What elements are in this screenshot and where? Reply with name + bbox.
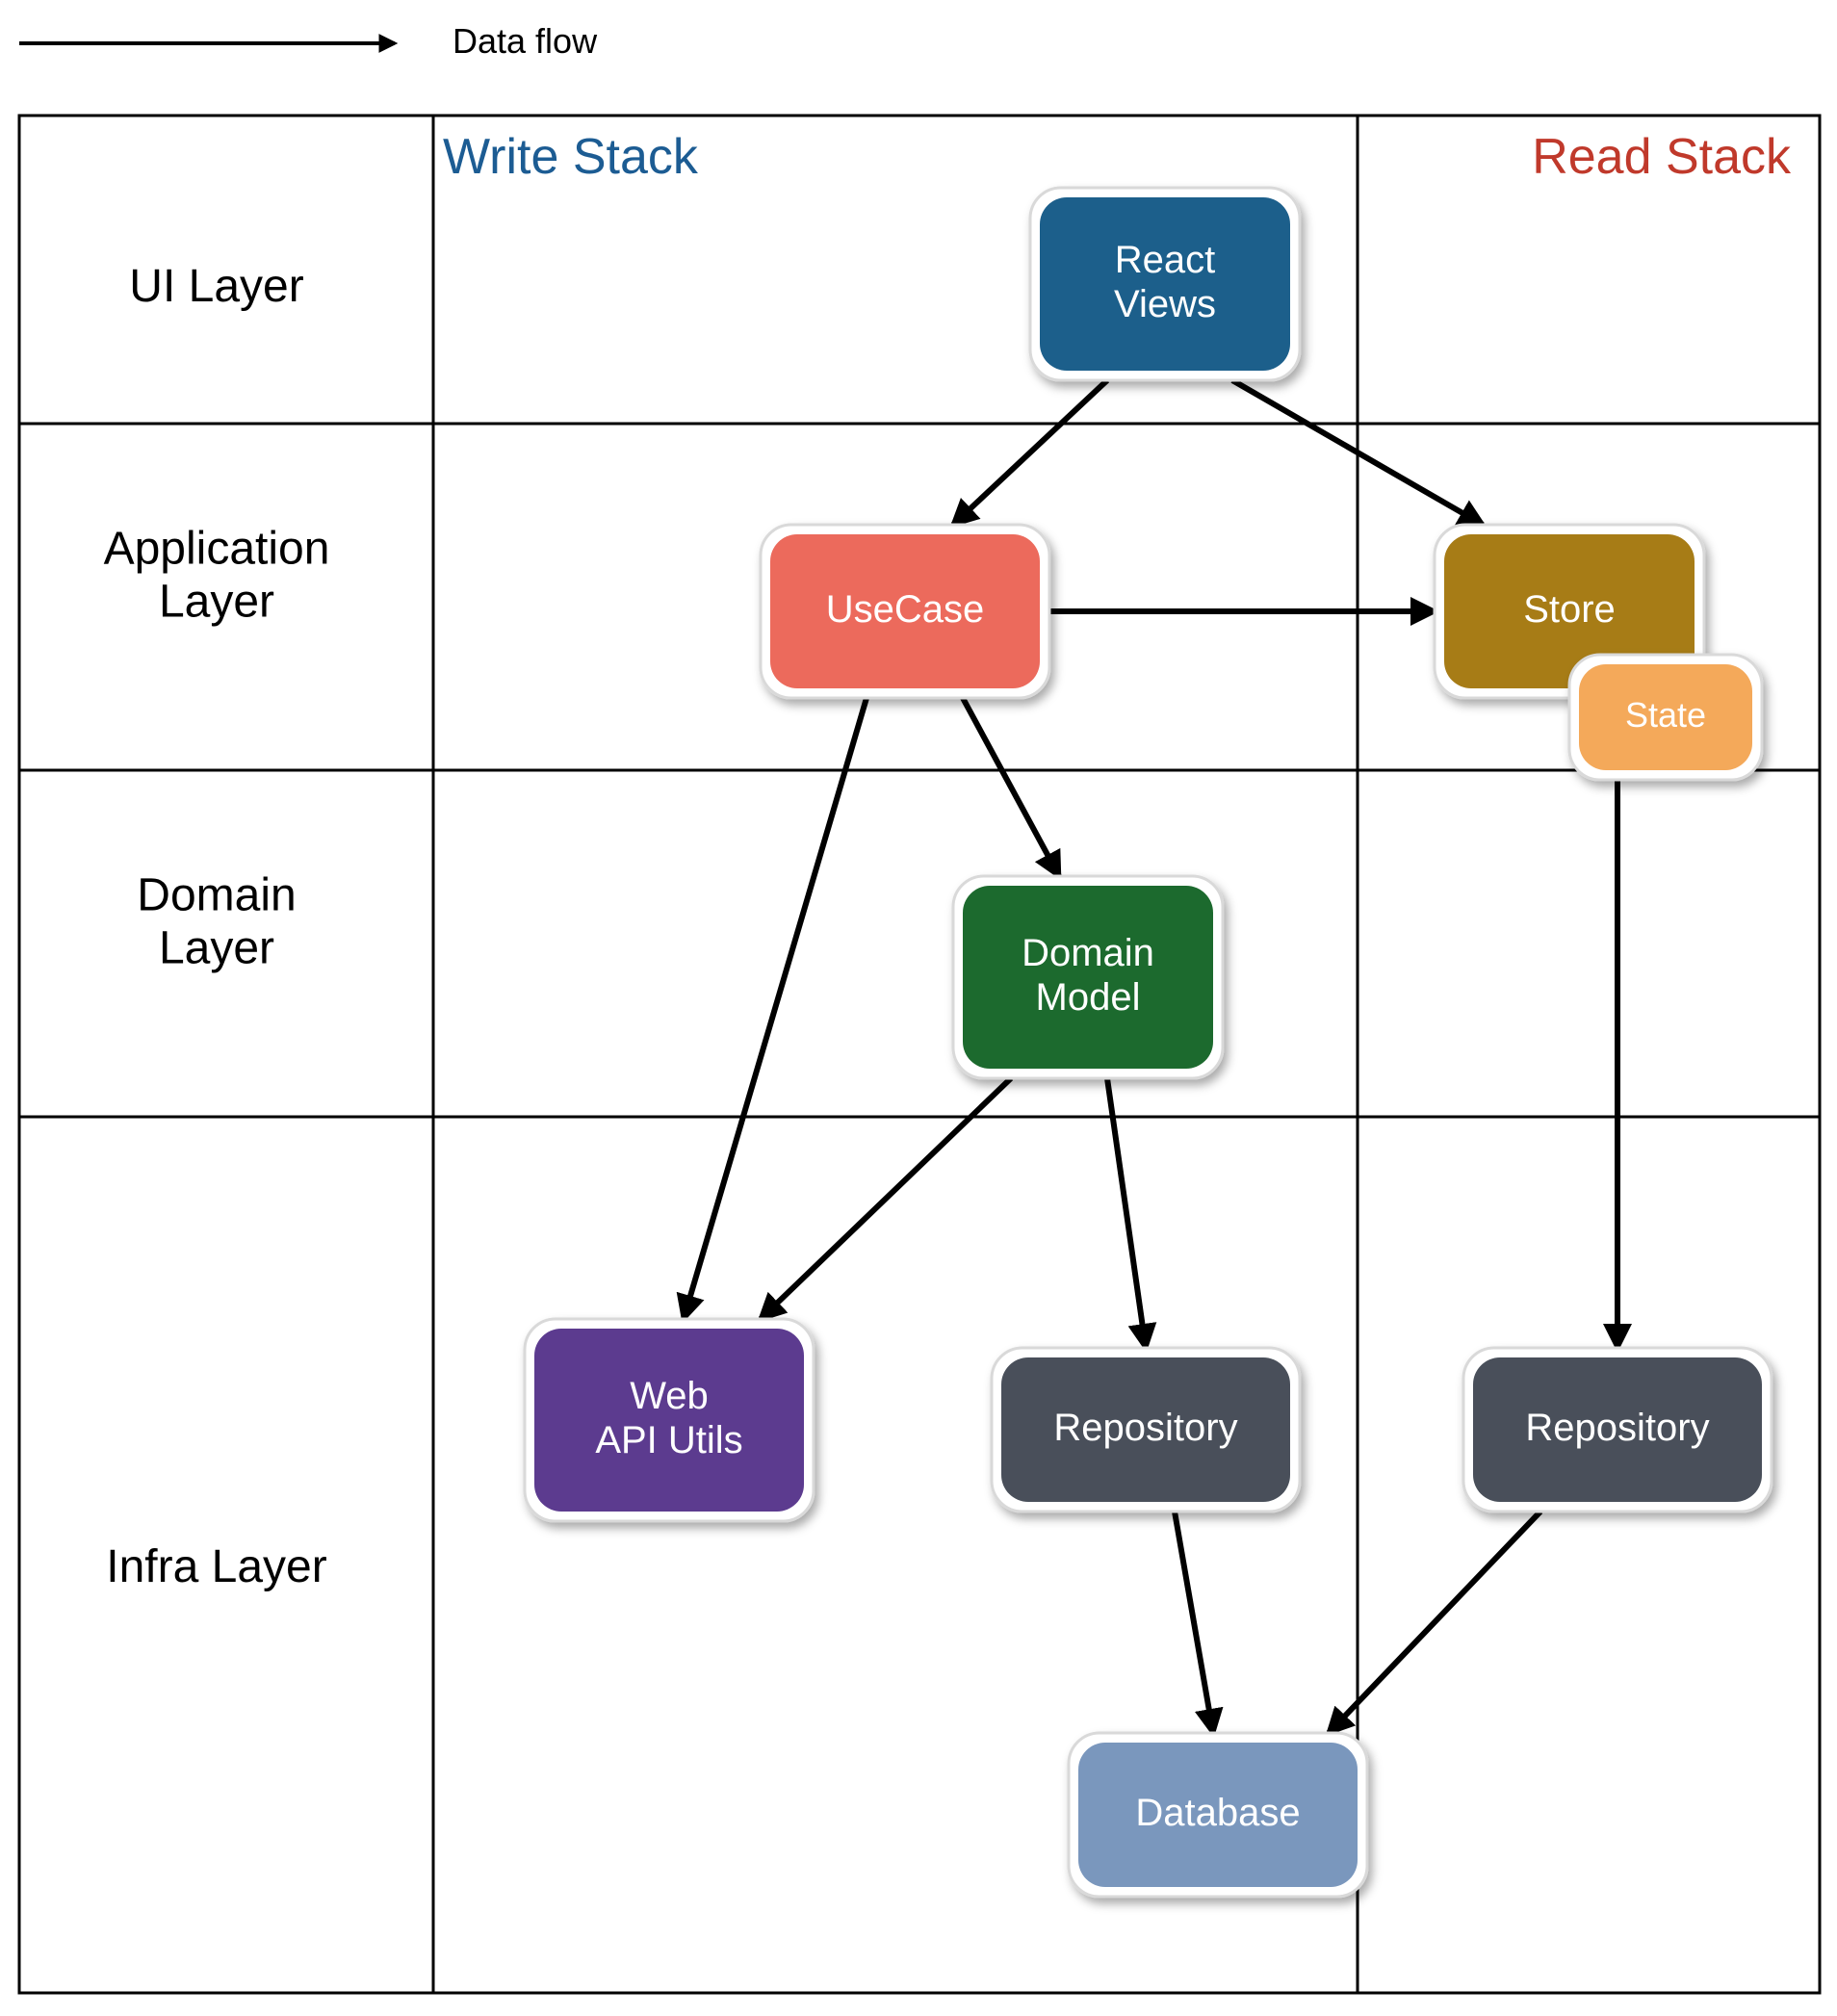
node-state-label: State bbox=[1625, 695, 1706, 735]
edge-domain_model-to-web_api bbox=[761, 1078, 1011, 1319]
node-usecase-label: UseCase bbox=[826, 588, 985, 631]
legend-label: Data flow bbox=[453, 21, 598, 61]
row-label: Infra Layer bbox=[106, 1541, 326, 1592]
row-label: ApplicationLayer bbox=[104, 523, 330, 627]
node-repo_write-label: Repository bbox=[1053, 1407, 1237, 1449]
edge-repo_read-to-database bbox=[1329, 1512, 1540, 1733]
edge-usecase-to-domain_model bbox=[963, 698, 1059, 876]
node-database-label: Database bbox=[1135, 1792, 1300, 1834]
edge-usecase-to-web_api bbox=[684, 698, 867, 1319]
edge-react_views-to-usecase bbox=[953, 380, 1107, 525]
edge-domain_model-to-repo_write bbox=[1107, 1078, 1146, 1348]
edge-repo_write-to-database bbox=[1175, 1512, 1213, 1733]
architecture-diagram: Data flow UI Layer ApplicationLayer DomainL… bbox=[0, 0, 1837, 2016]
column-header: Read Stack bbox=[1532, 129, 1792, 185]
node-repo_read-label: Repository bbox=[1525, 1407, 1709, 1449]
row-label: DomainLayer bbox=[137, 869, 296, 973]
table-outline bbox=[19, 116, 1820, 1993]
column-header: Write Stack bbox=[443, 129, 699, 185]
node-store-label: Store bbox=[1523, 588, 1616, 631]
row-label: UI Layer bbox=[129, 261, 303, 312]
